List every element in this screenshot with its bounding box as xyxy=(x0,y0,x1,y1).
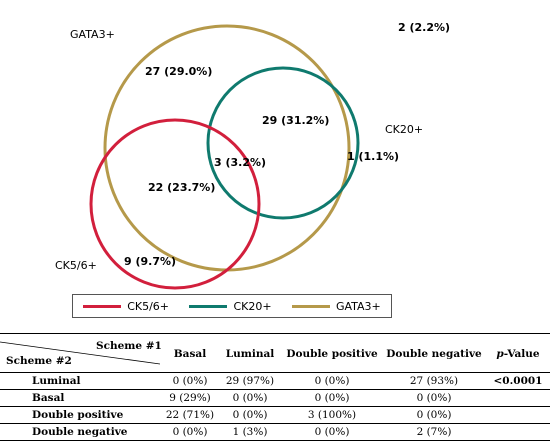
cell-double-negative: 0 (0%) xyxy=(416,392,452,404)
legend-item-ck20: CK20+ xyxy=(189,299,272,313)
ck56-circle xyxy=(89,118,261,290)
gata3-circle xyxy=(103,24,351,272)
header-diagonal xyxy=(0,341,160,365)
region-none: 2 (2.2%) xyxy=(398,21,450,34)
region-gata3-only: 27 (29.0%) xyxy=(145,65,212,78)
results-table: Scheme #1 Scheme #2 Basal Luminal Double… xyxy=(0,333,550,441)
legend: CK5/6+ CK20+ GATA3+ xyxy=(72,294,392,318)
cell-double-positive: 0 (0%) xyxy=(314,392,350,404)
region-ck56-only: 9 (9.7%) xyxy=(124,255,176,268)
gata3-set-label: GATA3+ xyxy=(70,28,115,41)
table-row: Double positive 22 (71%) 0 (0%) 3 (100%)… xyxy=(0,407,550,424)
cell-luminal: 29 (97%) xyxy=(225,375,275,387)
region-gata3-ck20: 29 (31.2%) xyxy=(262,114,329,127)
region-ck20-only: 1 (1.1%) xyxy=(347,150,399,163)
cell-double-positive: 3 (100%) xyxy=(307,409,357,421)
table-header-row: Scheme #1 Scheme #2 Basal Luminal Double… xyxy=(0,333,550,373)
row-label: Double negative xyxy=(32,426,128,438)
col-header-double-positive: Double positive xyxy=(286,348,378,360)
cell-double-negative: 27 (93%) xyxy=(409,375,459,387)
cell-basal: 0 (0%) xyxy=(172,426,208,438)
col-header-double-negative: Double negative xyxy=(386,348,482,360)
legend-swatch-ck56 xyxy=(83,304,122,308)
legend-swatch-ck20 xyxy=(189,304,228,308)
legend-item-ck56: CK5/6+ xyxy=(83,300,169,313)
header-scheme-2: Scheme #2 xyxy=(6,355,72,367)
col-header-basal: Basal xyxy=(173,348,207,360)
legend-swatch-gata3 xyxy=(291,304,330,308)
region-all-three: 3 (3.2%) xyxy=(214,156,266,169)
row-label: Basal xyxy=(32,392,65,404)
legend-label-ck20: CK20+ xyxy=(233,299,272,313)
legend-label-ck56: CK5/6+ xyxy=(127,299,170,313)
header-scheme-1: Scheme #1 xyxy=(96,340,162,352)
legend-label-gata3: GATA3+ xyxy=(335,299,381,313)
cell-luminal: 0 (0%) xyxy=(232,392,268,404)
col-header-luminal: Luminal xyxy=(225,348,275,360)
ck20-set-label: CK20+ xyxy=(385,123,423,136)
col-header-p-value: p-Value xyxy=(496,348,540,360)
cell-basal: 22 (71%) xyxy=(165,409,215,421)
cell-basal: 9 (29%) xyxy=(169,392,211,404)
cell-double-negative: 0 (0%) xyxy=(416,409,452,421)
table-row: Basal 9 (29%) 0 (0%) 0 (0%) 0 (0%) xyxy=(0,390,550,407)
cell-basal: 0 (0%) xyxy=(172,375,208,387)
row-label: Double positive xyxy=(32,409,124,421)
cell-p-value: <0.0001 xyxy=(493,375,543,387)
cell-double-positive: 0 (0%) xyxy=(314,426,350,438)
table-row: Double negative 0 (0%) 1 (3%) 0 (0%) 2 (… xyxy=(0,424,550,441)
legend-item-gata3: GATA3+ xyxy=(291,299,381,313)
row-label: Luminal xyxy=(32,375,81,387)
venn-diagram: GATA3+ CK20+ CK5/6+ 27 (29.0%) 29 (31.2%… xyxy=(55,21,450,290)
cell-double-positive: 0 (0%) xyxy=(314,375,350,387)
cell-luminal: 0 (0%) xyxy=(232,409,268,421)
cell-double-negative: 2 (7%) xyxy=(416,426,452,438)
cell-luminal: 1 (3%) xyxy=(232,426,268,438)
region-gata3-ck56: 22 (23.7%) xyxy=(148,181,215,194)
ck20-circle xyxy=(206,66,360,220)
ck56-set-label: CK5/6+ xyxy=(55,259,97,272)
table-row: Luminal 0 (0%) 29 (97%) 0 (0%) 27 (93%) … xyxy=(0,373,550,390)
